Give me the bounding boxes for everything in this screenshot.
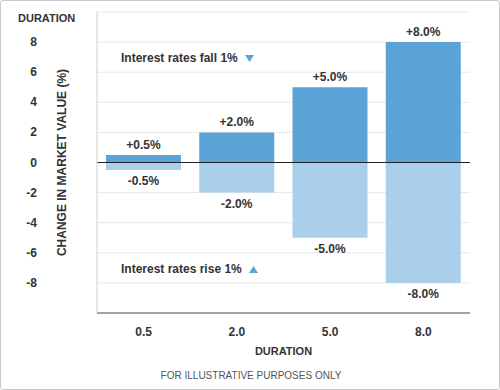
svg-text:+8.0%: +8.0% [406, 25, 441, 39]
svg-text:DURATION: DURATION [255, 345, 312, 357]
svg-text:-6: -6 [26, 246, 37, 260]
svg-text:8: 8 [30, 35, 37, 49]
svg-text:2.0: 2.0 [229, 325, 246, 339]
svg-text:0: 0 [30, 156, 37, 170]
svg-text:6: 6 [30, 65, 37, 79]
svg-text:+5.0%: +5.0% [313, 70, 348, 84]
svg-text:2: 2 [30, 125, 37, 139]
svg-text:-8.0%: -8.0% [408, 287, 440, 301]
svg-text:+0.5%: +0.5% [126, 138, 161, 152]
html-text:FOR ILLUSTRATIVE PURPOSES ONLY: FOR ILLUSTRATIVE PURPOSES ONLY [160, 370, 342, 381]
svg-text:-8: -8 [26, 276, 37, 290]
svg-text:0.5: 0.5 [135, 325, 152, 339]
html-text:DURATION: DURATION [18, 12, 76, 24]
svg-text:-4: -4 [26, 216, 37, 230]
html-text:Interest rates fall 1%: Interest rates fall 1% [121, 51, 238, 65]
svg-text:8.0: 8.0 [415, 325, 432, 339]
svg-text:-2.0%: -2.0% [221, 197, 253, 211]
svg-text:+2.0%: +2.0% [220, 115, 255, 129]
svg-text:CHANGE IN MARKET VALUE (%): CHANGE IN MARKET VALUE (%) [55, 69, 69, 256]
svg-text:5.0: 5.0 [322, 325, 339, 339]
html-text:Interest rates rise 1%: Interest rates rise 1% [121, 262, 242, 276]
svg-text:-2: -2 [26, 186, 37, 200]
svg-text:-5.0%: -5.0% [314, 242, 346, 256]
svg-text:-0.5%: -0.5% [128, 174, 160, 188]
svg-text:4: 4 [30, 95, 37, 109]
